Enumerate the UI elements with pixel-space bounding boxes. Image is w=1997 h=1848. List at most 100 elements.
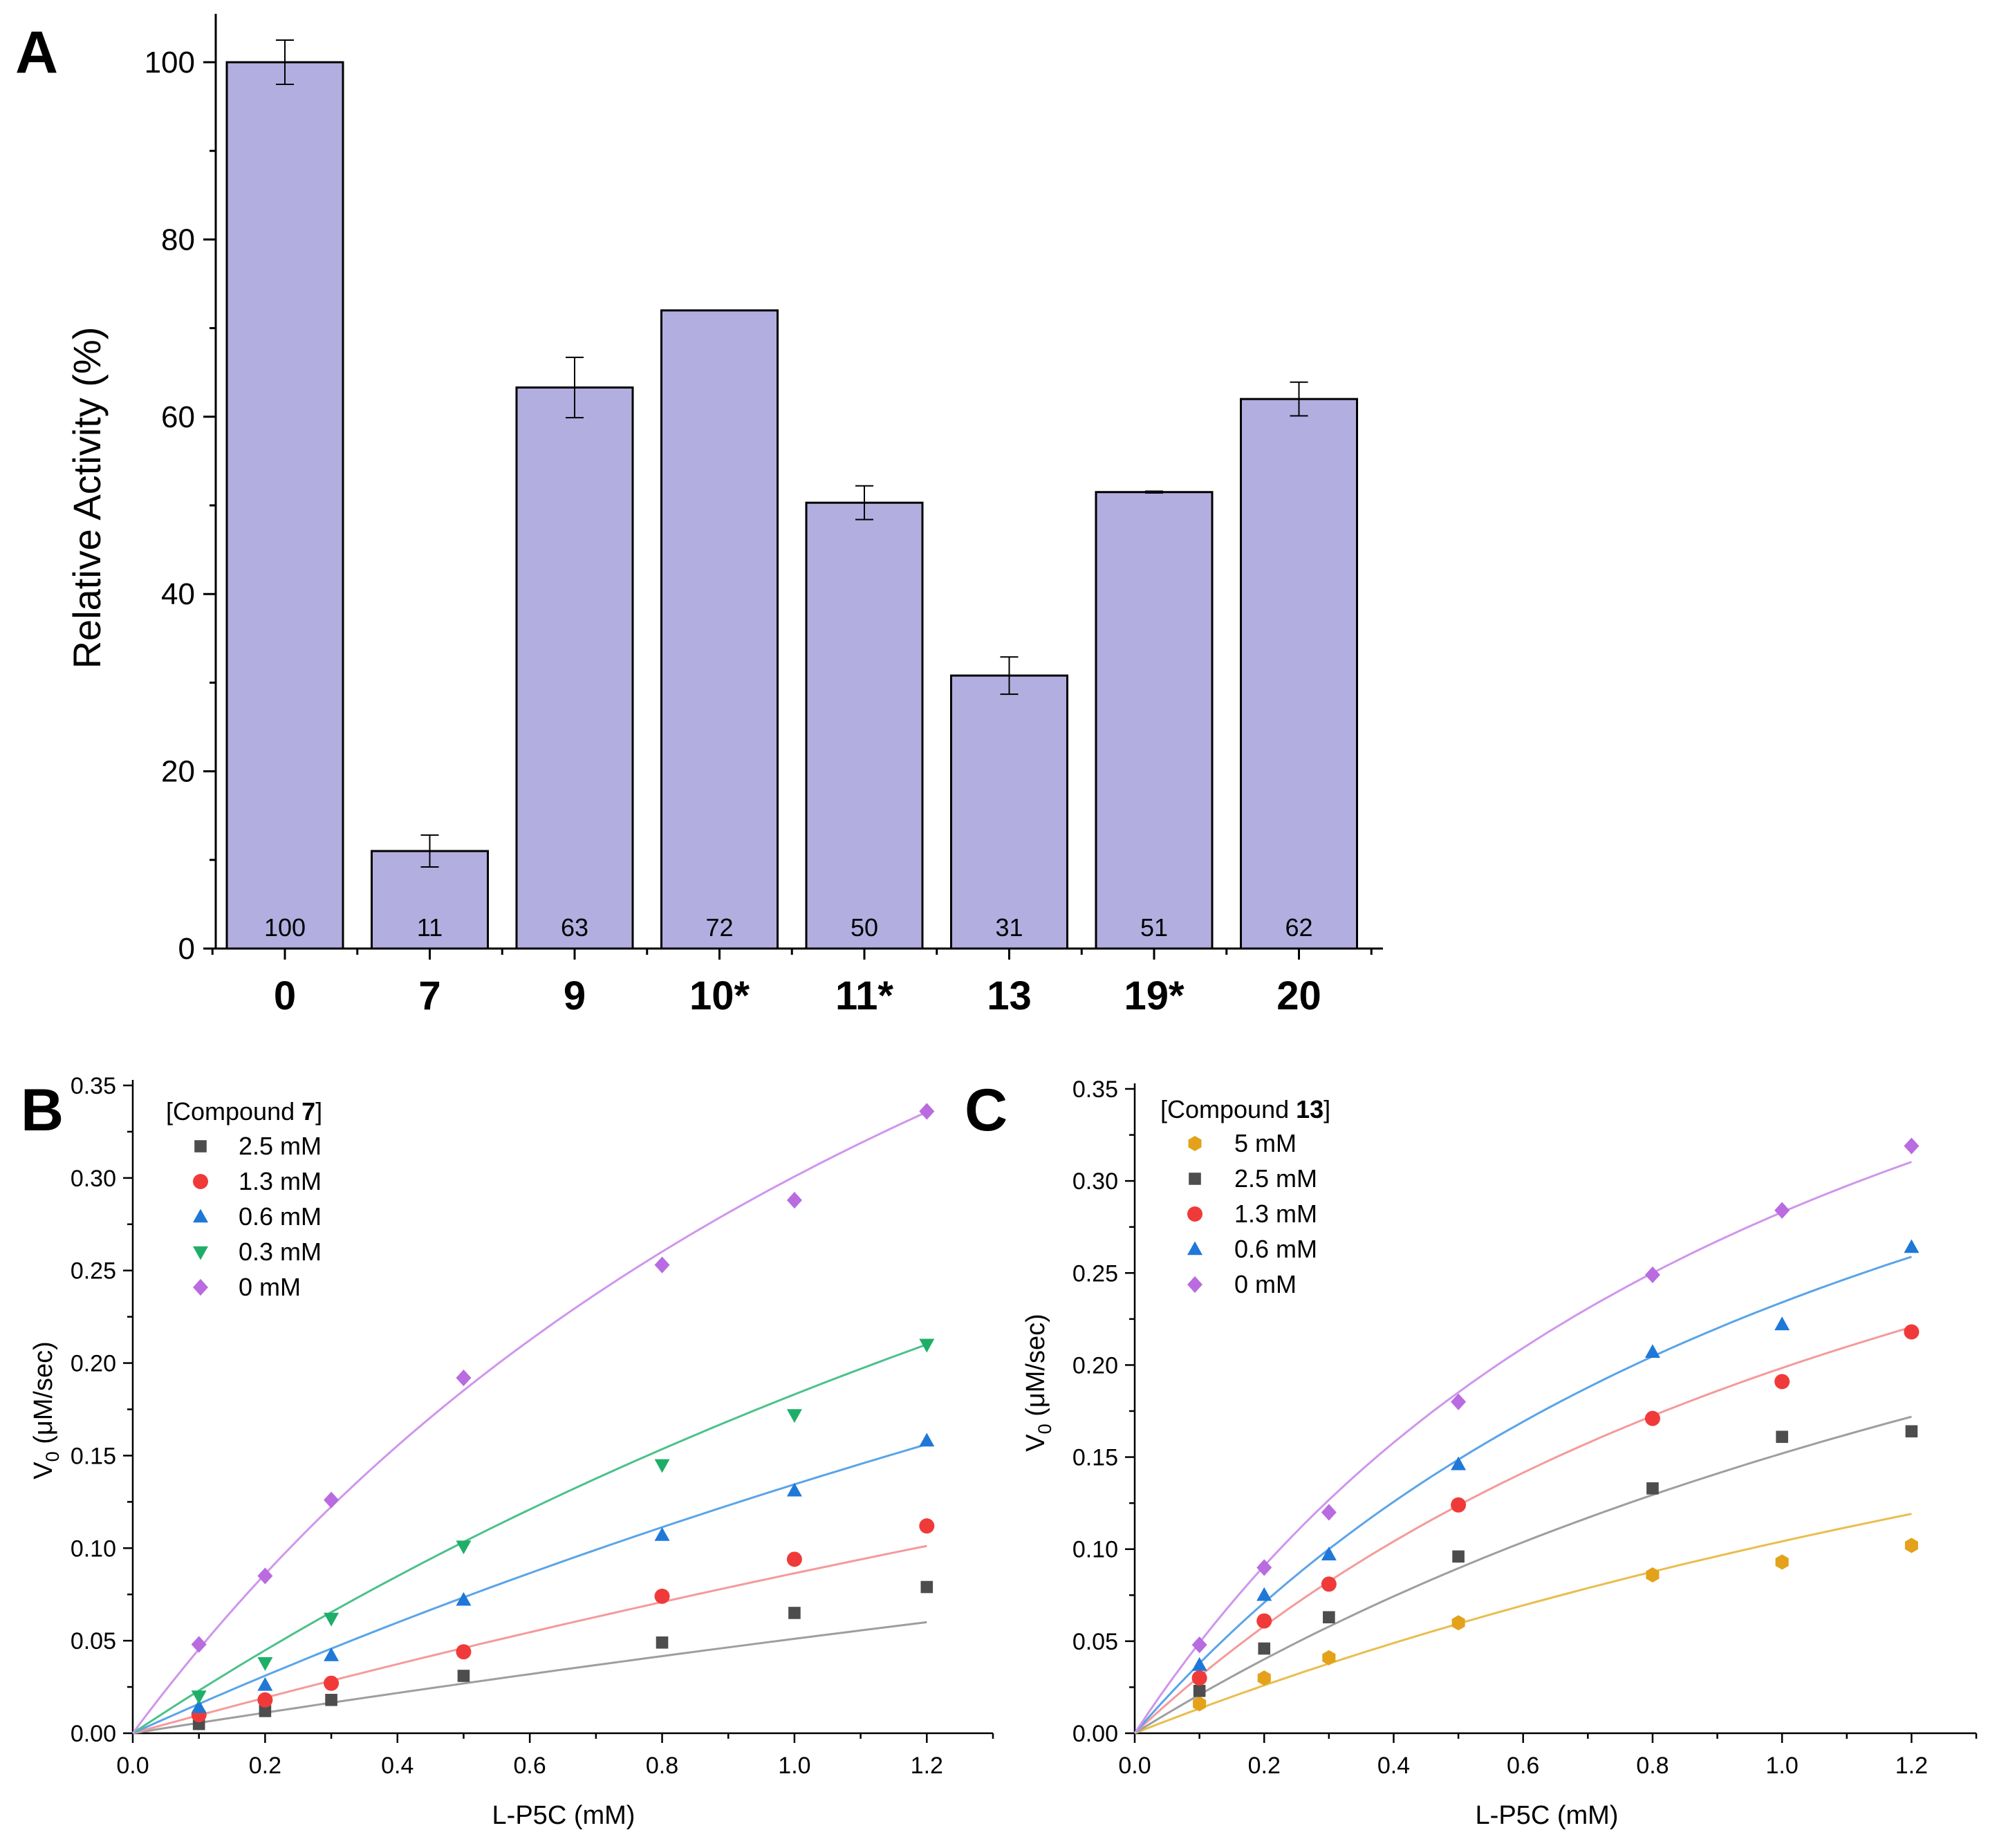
panel-c-point-0mM-3	[1451, 1393, 1467, 1410]
panel-c-plot: 0.0 0.2 0.4 0.6 0.8 1.0 1.2 0.00 0.05 0.10 0.15 0.2…	[1072, 1076, 1978, 1779]
panel-b-point-0mM-5	[786, 1191, 802, 1209]
panel-b-y-tick-label-0.15: 0.15	[71, 1443, 116, 1469]
bar-value-label-10*: 72	[705, 913, 733, 942]
bar-value-label-9: 63	[561, 913, 588, 942]
panel-b-point-0mM-4	[654, 1256, 670, 1273]
panel-b-legend-marker-0.3mM	[193, 1246, 208, 1260]
panel-c-point-0mM-4	[1644, 1266, 1660, 1284]
panel-b-y-tick-label-0.20: 0.20	[71, 1351, 116, 1377]
panel-b-point-0.3mM-4	[654, 1459, 670, 1473]
panel-c-point-2.5mM-6	[1905, 1425, 1918, 1438]
panel-b-point-0.6mM-4	[654, 1527, 670, 1541]
panel-b-point-1.3mM-6	[919, 1518, 935, 1534]
bar-value-label-7: 11	[417, 913, 443, 942]
panel-c-point-5mM-1	[1257, 1670, 1271, 1686]
panel-c-x-tick-label-0.6: 0.6	[1507, 1753, 1539, 1779]
panel-b-fit-curve-2.5mM	[132, 1621, 927, 1735]
panel-c-legend-label-0.6mM: 0.6 mM	[1234, 1235, 1317, 1263]
panel-b-scatter-chart: B 0.0 0.2 0.4 0.6 0.8 1.0 1.20.000.050.100.150…	[21, 1073, 994, 1830]
panel-b-point-0.6mM-0	[191, 1699, 207, 1713]
panel-c-legend-marker-2.5mM	[1189, 1173, 1201, 1185]
panel-b-point-0.3mM-1	[257, 1657, 273, 1671]
panel-b-legend: 2.5 mM 1.3 mM 0.6 mM 0.3 mM 0 mM	[193, 1132, 322, 1301]
y-tick-label-0: 0	[178, 932, 195, 966]
y-tick-label-80: 80	[161, 223, 195, 256]
panel-b-legend-label-1.3mM: 1.3 mM	[239, 1167, 322, 1195]
panel-b-legend-title-bold: 7	[301, 1097, 315, 1126]
x-tick-label-13: 13	[987, 973, 1032, 1018]
panel-c-point-0mM-2	[1321, 1504, 1337, 1521]
x-tick-label-20: 20	[1276, 973, 1321, 1018]
panel-c-fit-curve-0.6mM	[1133, 1256, 1912, 1734]
panel-c-y-tick-label-0.25: 0.25	[1072, 1260, 1118, 1287]
panel-letter-b: B	[21, 1077, 64, 1144]
panel-b-point-0.6mM-5	[786, 1482, 802, 1497]
panel-b-x-tick-label-0.0: 0.0	[116, 1753, 149, 1779]
panel-c-point-5mM-5	[1775, 1554, 1789, 1570]
panel-b-legend-marker-0.6mM	[193, 1208, 208, 1223]
panel-c-x-tick-label-0.0: 0.0	[1118, 1753, 1151, 1779]
panel-c-y-axis-title-rest: (μM/sec)	[1021, 1314, 1050, 1424]
panel-c-legend-marker-1.3mM	[1187, 1206, 1202, 1222]
bar-20	[1240, 398, 1358, 950]
panel-c-x-tick-label-1.0: 1.0	[1766, 1753, 1799, 1779]
bar-11*	[805, 501, 924, 950]
panel-c-point-0.6mM-5	[1774, 1316, 1790, 1331]
panel-c-x-tick-label-0.2: 0.2	[1248, 1753, 1281, 1779]
panel-c-point-0mM-1	[1256, 1559, 1272, 1576]
panel-c-point-5mM-3	[1451, 1615, 1465, 1631]
x-tick-label-7: 7	[418, 973, 440, 1018]
panel-c-legend-label-2.5mM: 2.5 mM	[1234, 1164, 1317, 1193]
panel-c-point-2.5mM-3	[1452, 1550, 1465, 1563]
panel-b-y-tick-label-0.05: 0.05	[71, 1628, 116, 1654]
panel-b-point-0.6mM-2	[324, 1648, 340, 1661]
panel-a-axes: 0 7 9 10* 11* 13 19* 20 0 20 40 60 80 100	[145, 14, 1383, 1018]
panel-c-point-2.5mM-1	[1258, 1642, 1271, 1655]
panel-c-y-tick-label-0.15: 0.15	[1072, 1445, 1118, 1471]
panel-c-point-2.5mM-4	[1646, 1482, 1659, 1495]
panel-c-point-1.3mM-3	[1451, 1497, 1467, 1513]
panel-c-point-0.6mM-3	[1451, 1456, 1467, 1471]
panel-b-y-tick-label-0.10: 0.10	[71, 1536, 116, 1562]
panel-c-scatter-chart: C 0.0 0.2 0.4 0.6 0.8 1.0 1.20.000.050.100.150…	[965, 1076, 1978, 1830]
panel-b-y-tick-label-0.00: 0.00	[71, 1721, 116, 1747]
x-tick-label-10*: 10*	[689, 973, 750, 1018]
panel-b-x-tick-label-0.6: 0.6	[514, 1753, 546, 1779]
panel-b-legend-marker-0mM	[193, 1278, 208, 1296]
panel-b-legend-label-0.6mM: 0.6 mM	[239, 1202, 322, 1231]
panel-c-y-axis-title: V0 (μM/sec)	[1021, 1314, 1055, 1452]
x-tick-label-19*: 19*	[1124, 973, 1185, 1018]
panel-b-plot: 0.0 0.2 0.4 0.6 0.8 1.0 1.2 0.00 0.05 0.10 0.15 0.2…	[71, 1073, 994, 1779]
panel-c-legend: 5 mM 2.5 mM 1.3 mM 0.6 mM 0 mM	[1187, 1129, 1317, 1298]
panel-b-point-1.3mM-5	[786, 1551, 802, 1567]
panel-c-point-5mM-4	[1646, 1567, 1660, 1583]
bar-value-label-11*: 50	[851, 913, 878, 942]
panel-b-point-0.6mM-6	[919, 1432, 935, 1447]
bar-9	[515, 386, 634, 950]
panel-c-fit-curve-1.3mM	[1133, 1326, 1912, 1735]
panel-b-y-axis-title-main: V	[29, 1462, 58, 1480]
panel-b-point-1.3mM-3	[456, 1644, 472, 1660]
bar-value-label-0: 100	[264, 913, 306, 942]
panel-c-point-0.6mM-4	[1644, 1344, 1660, 1359]
panel-b-legend-label-2.5mM: 2.5 mM	[239, 1132, 322, 1160]
panel-b-y-axis-title: V0 (μM/sec)	[29, 1341, 63, 1480]
panel-b-legend-label-0.3mM: 0.3 mM	[239, 1238, 322, 1266]
panel-letter-a: A	[15, 19, 58, 86]
panel-b-point-0.3mM-0	[191, 1690, 207, 1705]
panel-c-point-2.5mM-0	[1193, 1684, 1206, 1697]
panel-c-y-tick-label-0.00: 0.00	[1072, 1721, 1118, 1747]
panel-c-legend-title-bold: 13	[1296, 1095, 1323, 1123]
panel-c-x-tick-label-0.4: 0.4	[1377, 1753, 1410, 1779]
panel-b-x-tick-label-1.2: 1.2	[911, 1753, 943, 1779]
panel-c-point-1.3mM-6	[1904, 1324, 1920, 1340]
panel-b-point-0mM-0	[191, 1636, 207, 1653]
panel-b-y-tick-label-0.25: 0.25	[71, 1258, 116, 1285]
panel-a-y-axis-title: Relative Activity (%)	[65, 327, 109, 669]
panel-c-legend-marker-0mM	[1187, 1276, 1202, 1294]
panel-b-point-0.6mM-3	[456, 1592, 472, 1606]
panel-c-point-0.6mM-6	[1904, 1239, 1920, 1253]
panel-c-x-tick-label-1.2: 1.2	[1895, 1753, 1928, 1779]
panel-c-point-0mM-6	[1904, 1137, 1920, 1155]
